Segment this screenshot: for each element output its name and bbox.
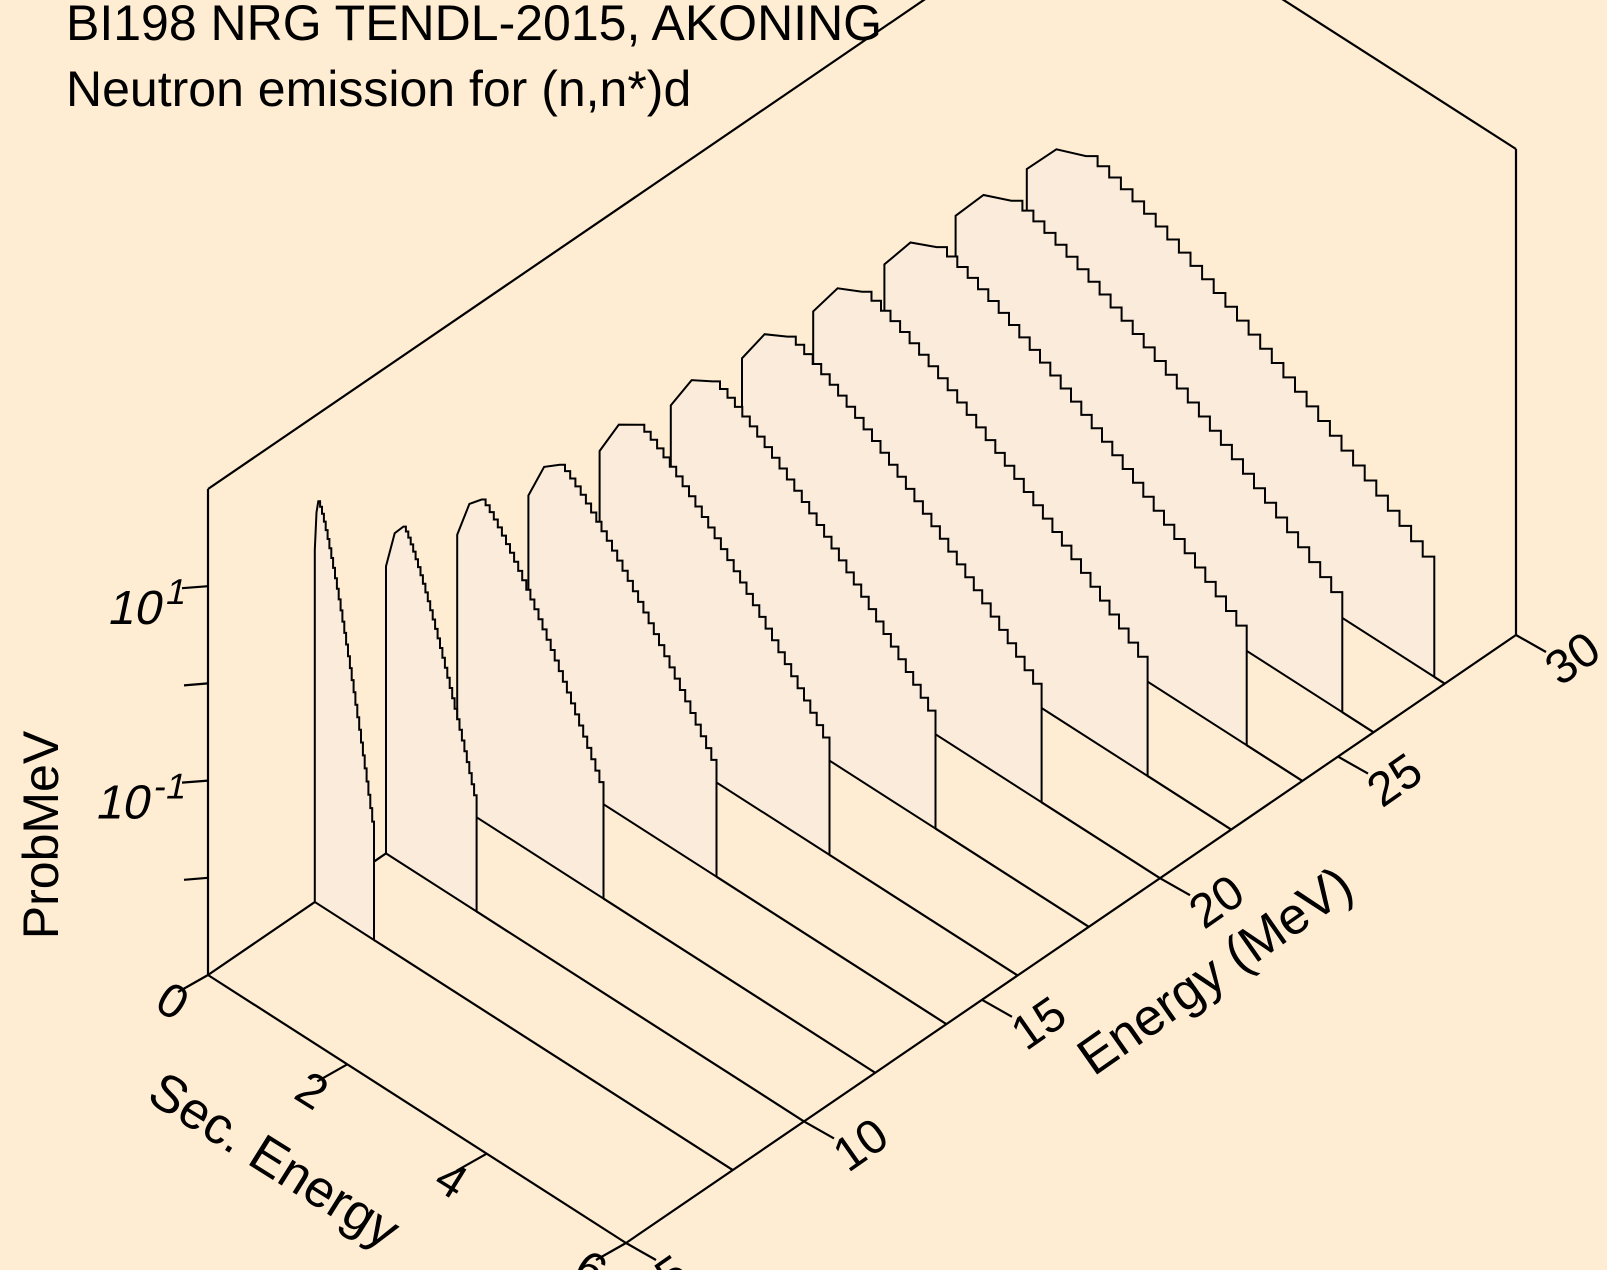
series-curve-E26: [954, 193, 1344, 715]
z-axis-label: ProbMeV: [13, 730, 69, 939]
x-tick-1: [316, 1063, 348, 1083]
series-baseline-E28: [1433, 676, 1446, 685]
series-baseline-E26: [1341, 711, 1375, 734]
chart-title: BI198 NRG TENDL-2015, AKONING: [66, 0, 883, 51]
x-axis-label: Sec. Energy: [139, 1061, 410, 1260]
z-tick-label: 101: [104, 572, 191, 636]
series-curve-E28: [1025, 148, 1436, 679]
series-baseline-E16: [828, 853, 1019, 977]
back-top-edge: [207, 0, 926, 490]
x-tick-label: 0: [147, 972, 198, 1031]
series-group: [313, 148, 1446, 1171]
y-tick-label: 15: [1002, 987, 1076, 1061]
series-curve-E12: [456, 498, 605, 901]
x-tick-label: 4: [426, 1151, 477, 1210]
y-tick-0: [625, 1242, 657, 1261]
y-tick-1: [803, 1120, 835, 1140]
z-minor-tick-0: [183, 682, 209, 687]
y-tick-label: 25: [1358, 744, 1432, 818]
y-tick-5: [1515, 634, 1547, 653]
series-curve-E10: [385, 525, 478, 914]
series-baseline-E18: [934, 827, 1090, 928]
z-tick-0: [181, 585, 209, 590]
y-tick-label: 5: [646, 1245, 698, 1270]
series-baseline-E20: [1040, 801, 1161, 880]
z-tick-1: [181, 779, 209, 784]
y-tick-label: 30: [1536, 622, 1607, 696]
series-curve-E8: [313, 500, 375, 942]
x-tick-2: [456, 1152, 488, 1172]
y-tick-2: [981, 998, 1013, 1018]
x-tick-label: 2: [286, 1062, 337, 1121]
series-curve-E20: [741, 333, 1043, 805]
top-right-edge: [1281, 0, 1517, 150]
y-tick-label: 10: [824, 1108, 898, 1182]
x-tick-0: [177, 974, 209, 993]
x-tick-3: [595, 1242, 627, 1261]
x-tick-label: 6: [565, 1240, 616, 1270]
chart-subtitle: Neutron emission for (n,n*)d: [66, 61, 692, 117]
series-baseline-E10: [475, 910, 805, 1123]
z-minor-tick-1: [183, 876, 209, 881]
series-baseline-E24: [1246, 744, 1303, 782]
series-curve-E18: [669, 379, 937, 831]
series-baseline-E12: [602, 897, 876, 1074]
y-axis-line: [625, 634, 1517, 1244]
y-tick-4: [1337, 755, 1369, 775]
x-axis-line: [207, 974, 627, 1244]
series-baseline-E14: [715, 875, 947, 1026]
series-curve-E16: [598, 423, 831, 857]
y-tick-3: [1159, 877, 1191, 897]
series-baseline-E8: [373, 939, 734, 1171]
axis-ticks: [177, 585, 1547, 1261]
series-curve-E22: [812, 287, 1149, 778]
series-curve-E24: [883, 241, 1248, 748]
z-tick-label: 10-1: [92, 766, 191, 830]
series-baseline-E22: [1147, 775, 1232, 831]
